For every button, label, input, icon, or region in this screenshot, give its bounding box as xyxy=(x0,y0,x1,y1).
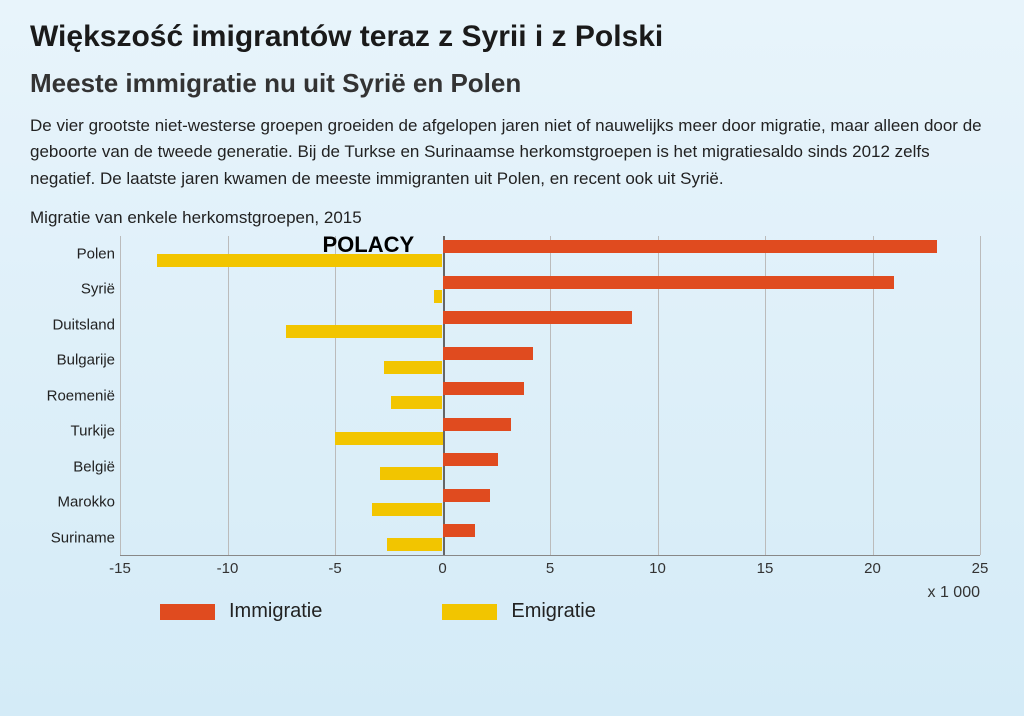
chart-row: Suriname xyxy=(120,520,980,556)
chart-row: Bulgarije xyxy=(120,343,980,379)
bar-emigratie xyxy=(380,467,442,480)
x-tick-label: 5 xyxy=(546,560,554,577)
x-axis: x 1 000 -15-10-50510152025 xyxy=(120,556,980,582)
chart-container: PolenPOLACYSyriëDuitslandBulgarijeRoemen… xyxy=(30,236,990,623)
bar-immigratie xyxy=(443,418,512,431)
bar-immigratie xyxy=(443,453,499,466)
legend-item-immigratie: Immigratie xyxy=(160,600,322,623)
description-text: De vier grootste niet-westerse groepen g… xyxy=(30,113,994,192)
x-tick-label: -15 xyxy=(109,560,131,577)
chart-row: België xyxy=(120,449,980,485)
legend-label-immigratie: Immigratie xyxy=(229,600,322,623)
legend-swatch-immigratie xyxy=(160,604,215,620)
chart-row: Roemenië xyxy=(120,378,980,414)
category-label: Marokko xyxy=(30,494,115,511)
chart-title: Migratie van enkele herkomstgroepen, 201… xyxy=(30,208,994,228)
title-polish: Większość imigrantów teraz z Syrii i z P… xyxy=(30,20,994,54)
category-label: Roemenië xyxy=(30,387,115,404)
title-dutch: Meeste immigratie nu uit Syrië en Polen xyxy=(30,68,994,99)
bar-emigratie xyxy=(434,290,443,303)
bar-emigratie xyxy=(384,361,442,374)
x-tick-label: 15 xyxy=(757,560,774,577)
category-label: Bulgarije xyxy=(30,352,115,369)
annotation-label: POLACY xyxy=(323,232,415,258)
chart-plot-area: PolenPOLACYSyriëDuitslandBulgarijeRoemen… xyxy=(120,236,980,556)
category-label: Polen xyxy=(30,245,115,262)
x-tick-label: -10 xyxy=(217,560,239,577)
x-tick-label: 25 xyxy=(972,560,989,577)
bar-emigratie xyxy=(286,325,443,338)
chart-row: Marokko xyxy=(120,485,980,521)
x-tick-label: 0 xyxy=(438,560,446,577)
bar-emigratie xyxy=(391,396,443,409)
category-label: Syrië xyxy=(30,281,115,298)
bar-immigratie xyxy=(443,311,632,324)
legend: Immigratie Emigratie xyxy=(160,600,990,623)
legend-swatch-emigratie xyxy=(442,604,497,620)
x-tick-label: -5 xyxy=(328,560,341,577)
x-tick-label: 10 xyxy=(649,560,666,577)
chart-row: Turkije xyxy=(120,414,980,450)
bar-immigratie xyxy=(443,276,895,289)
bar-emigratie xyxy=(335,432,443,445)
bar-emigratie xyxy=(372,503,443,516)
bar-immigratie xyxy=(443,347,533,360)
bar-immigratie xyxy=(443,382,525,395)
category-label: Turkije xyxy=(30,423,115,440)
bar-immigratie xyxy=(443,524,475,537)
chart-row: Syrië xyxy=(120,272,980,308)
x-axis-unit-label: x 1 000 xyxy=(928,584,980,602)
bar-immigratie xyxy=(443,240,938,253)
chart-row: PolenPOLACY xyxy=(120,236,980,272)
legend-label-emigratie: Emigratie xyxy=(511,600,595,623)
category-label: Duitsland xyxy=(30,316,115,333)
category-label: Suriname xyxy=(30,529,115,546)
legend-item-emigratie: Emigratie xyxy=(442,600,595,623)
bar-emigratie xyxy=(387,538,443,551)
chart-row: Duitsland xyxy=(120,307,980,343)
bar-immigratie xyxy=(443,489,490,502)
grid-line xyxy=(980,236,981,555)
x-tick-label: 20 xyxy=(864,560,881,577)
category-label: België xyxy=(30,458,115,475)
